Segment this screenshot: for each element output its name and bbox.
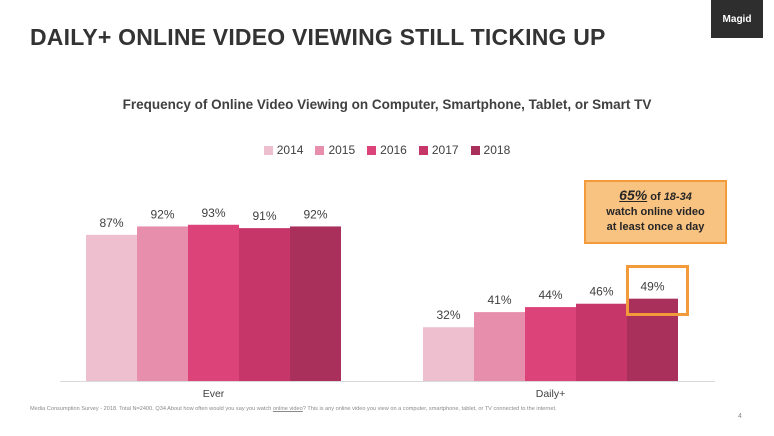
bar-ever-2014 <box>86 234 137 381</box>
category-label-daily: Daily+ <box>536 388 565 400</box>
legend-item-2014: 2014 <box>263 143 304 157</box>
legend-swatch-2016 <box>367 145 377 155</box>
legend-label-2018: 2018 <box>483 143 511 157</box>
category-label-ever: Ever <box>203 388 225 400</box>
legend-label-2017: 2017 <box>431 143 459 157</box>
bar-daily-2017 <box>576 303 627 381</box>
legend-item-2015: 2015 <box>315 143 355 157</box>
legend-swatch-2017 <box>418 145 428 155</box>
bar-daily-2018 <box>627 298 678 381</box>
legend-item-2016: 2016 <box>367 143 407 157</box>
data-label-daily-2014: 32% <box>436 308 460 322</box>
footnote-underlined: online video <box>272 406 303 412</box>
bar-daily-2014 <box>423 327 474 381</box>
footnote-part1: Media Consumption Survey - 2018. Total N… <box>30 406 273 412</box>
callout-line3: at least once a day <box>606 220 705 233</box>
bar-ever-2017 <box>239 228 290 381</box>
callout-percent: 65% <box>619 187 648 203</box>
legend-label-2014: 2014 <box>276 143 304 157</box>
bar-daily-2016 <box>525 307 576 381</box>
page-number: 4 <box>738 413 742 420</box>
magid-logo: Magid <box>711 0 763 38</box>
chart-title: Frequency of Online Video Viewing on Com… <box>122 97 652 112</box>
callout-line2: watch online video <box>606 205 705 218</box>
data-label-daily-2016: 44% <box>538 288 562 302</box>
legend-label-2016: 2016 <box>380 143 407 157</box>
data-label-ever-2018: 92% <box>303 207 327 221</box>
data-label-daily-2017: 46% <box>589 285 613 299</box>
data-label-ever-2017: 91% <box>252 209 276 223</box>
slide-title: DAILY+ ONLINE VIDEO VIEWING STILL TICKIN… <box>30 24 606 50</box>
bar-ever-2018 <box>290 226 341 381</box>
footnote-part2: ? This is any online video you view on a… <box>302 406 557 412</box>
highlight-box-2018-daily <box>626 265 689 316</box>
footnote: Media Consumption Survey - 2018. Total N… <box>30 405 720 413</box>
chart-legend: 2014 2015 2016 2017 2018 <box>0 143 774 157</box>
bar-daily-2015 <box>474 312 525 381</box>
callout-of: of <box>647 191 664 203</box>
callout-age: 18-34 <box>663 191 692 203</box>
data-label-daily-2015: 41% <box>487 293 511 307</box>
data-label-ever-2014: 87% <box>99 216 123 230</box>
bar-ever-2015 <box>137 226 188 381</box>
legend-item-2018: 2018 <box>470 143 511 157</box>
legend-swatch-2015 <box>315 145 325 155</box>
data-label-ever-2016: 93% <box>201 206 225 220</box>
data-label-daily-2018: 49% <box>640 280 664 294</box>
bar-ever-2016 <box>188 224 239 381</box>
legend-item-2017: 2017 <box>418 143 459 157</box>
legend-swatch-2014 <box>263 145 273 155</box>
legend-swatch-2018 <box>470 145 480 155</box>
data-label-ever-2015: 92% <box>150 207 174 221</box>
legend-label-2015: 2015 <box>328 143 356 157</box>
callout-box: 65% of 18-34 watch online video at least… <box>584 180 727 244</box>
